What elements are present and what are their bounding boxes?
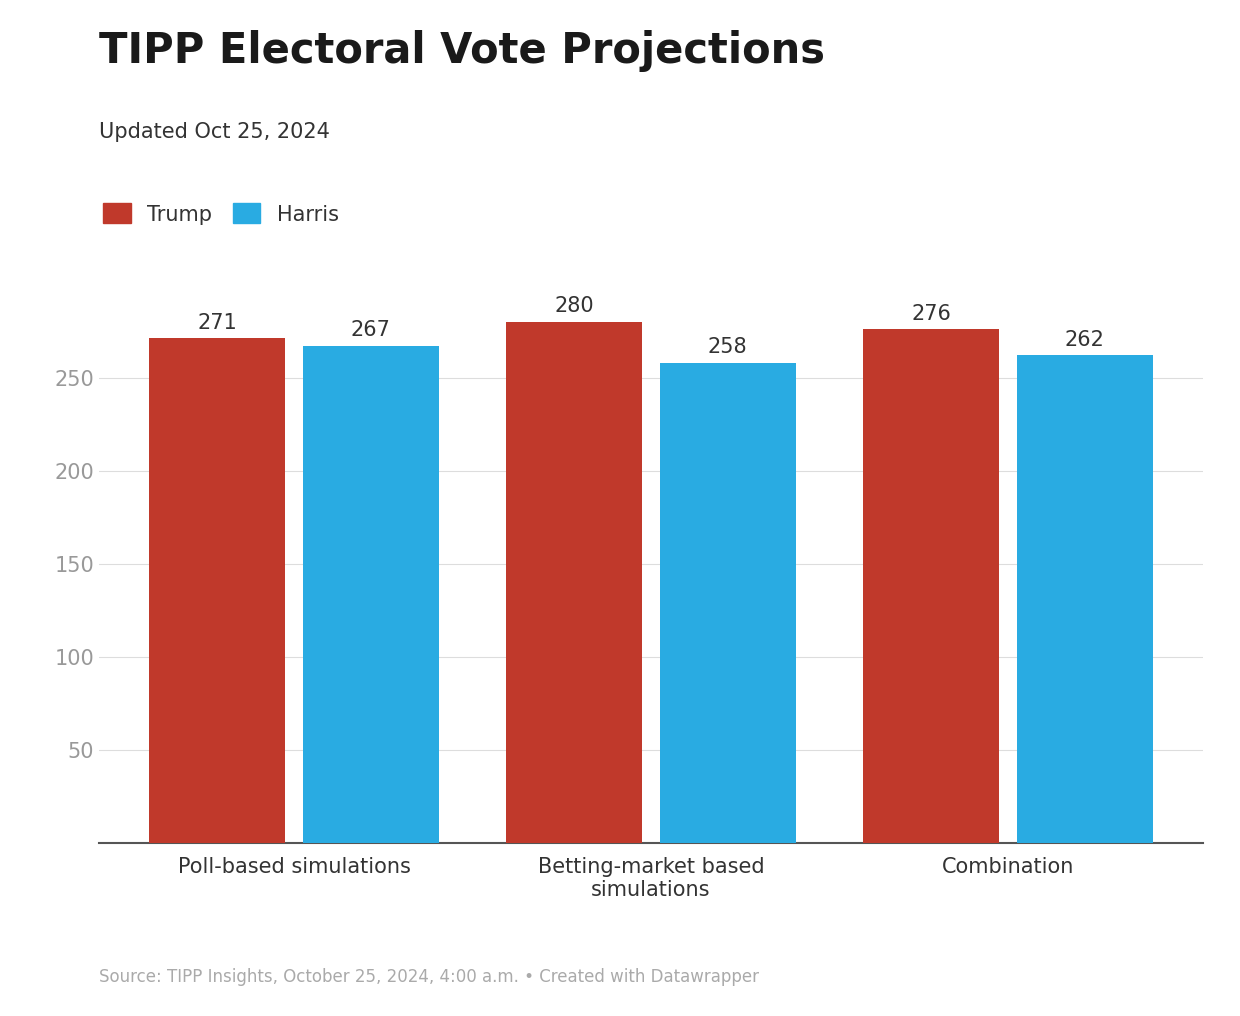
Text: 262: 262: [1065, 329, 1105, 350]
Bar: [863, 329, 999, 843]
Bar: [303, 345, 439, 843]
Text: Source: TIPP Insights, October 25, 2024, 4:00 a.m. • Created with Datawrapper: Source: TIPP Insights, October 25, 2024,…: [99, 967, 759, 986]
Text: 271: 271: [197, 313, 237, 333]
Bar: [149, 338, 285, 843]
Bar: [1017, 356, 1153, 843]
Text: 276: 276: [911, 304, 951, 323]
Text: 267: 267: [351, 320, 391, 340]
Text: Updated Oct 25, 2024: Updated Oct 25, 2024: [99, 122, 330, 142]
Text: 258: 258: [708, 337, 748, 357]
Text: TIPP Electoral Vote Projections: TIPP Electoral Vote Projections: [99, 30, 825, 72]
Bar: [506, 322, 642, 843]
Legend: Trump, Harris: Trump, Harris: [103, 203, 339, 225]
Text: 280: 280: [554, 296, 594, 316]
Bar: [660, 363, 796, 843]
